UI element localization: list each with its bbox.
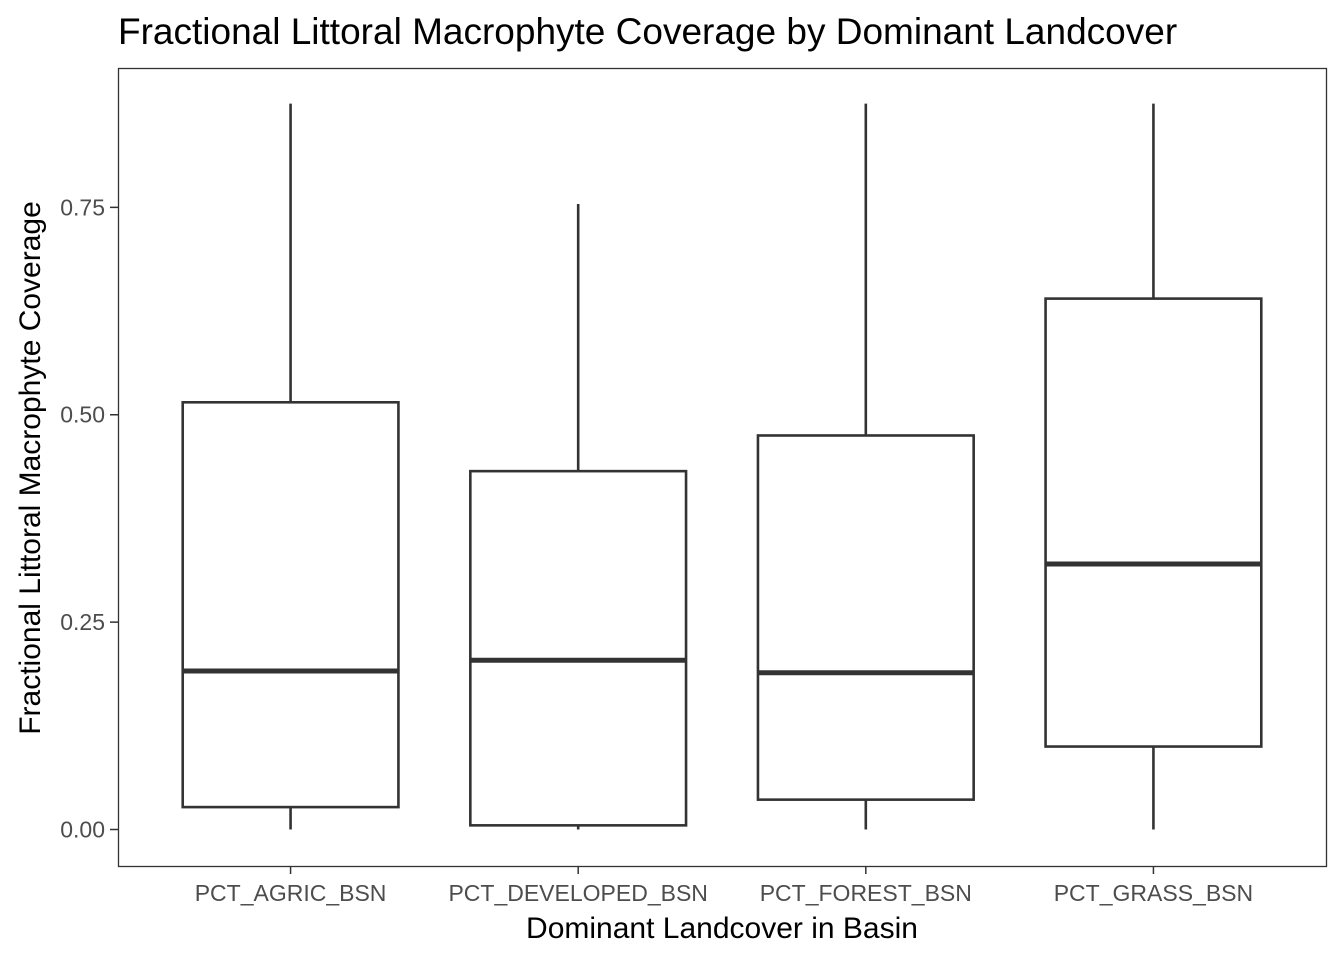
chart-title: Fractional Littoral Macrophyte Coverage … xyxy=(118,11,1177,52)
box-pct-grass-bsn xyxy=(1044,103,1263,830)
box-pct-developed-bsn xyxy=(469,204,688,830)
y-tick-label: 0.00 xyxy=(60,817,105,843)
y-tick-label: 0.75 xyxy=(60,194,105,220)
y-tick-label: 0.25 xyxy=(60,609,105,635)
iqr-box xyxy=(1044,297,1263,748)
x-tick-label: PCT_AGRIC_BSN xyxy=(195,880,387,906)
y-tick-label: 0.50 xyxy=(60,402,105,428)
iqr-box xyxy=(469,469,688,827)
x-tick-label: PCT_DEVELOPED_BSN xyxy=(448,880,707,906)
box-pct-forest-bsn xyxy=(756,103,975,830)
x-tick-label: PCT_FOREST_BSN xyxy=(760,880,972,906)
iqr-box xyxy=(181,400,400,809)
x-axis: PCT_AGRIC_BSN PCT_DEVELOPED_BSN PCT_FOREST… xyxy=(195,866,1253,906)
y-axis: 0.00 0.25 0.50 0.75 xyxy=(60,194,118,843)
y-axis-title: Fractional Littoral Macrophyte Coverage xyxy=(14,201,47,735)
plot-panel xyxy=(117,67,1328,868)
plot-marks xyxy=(181,103,1263,830)
x-axis-title: Dominant Landcover in Basin xyxy=(526,912,918,945)
box-pct-agric-bsn xyxy=(181,103,400,830)
iqr-box xyxy=(756,434,975,801)
x-tick-label: PCT_GRASS_BSN xyxy=(1054,880,1253,906)
